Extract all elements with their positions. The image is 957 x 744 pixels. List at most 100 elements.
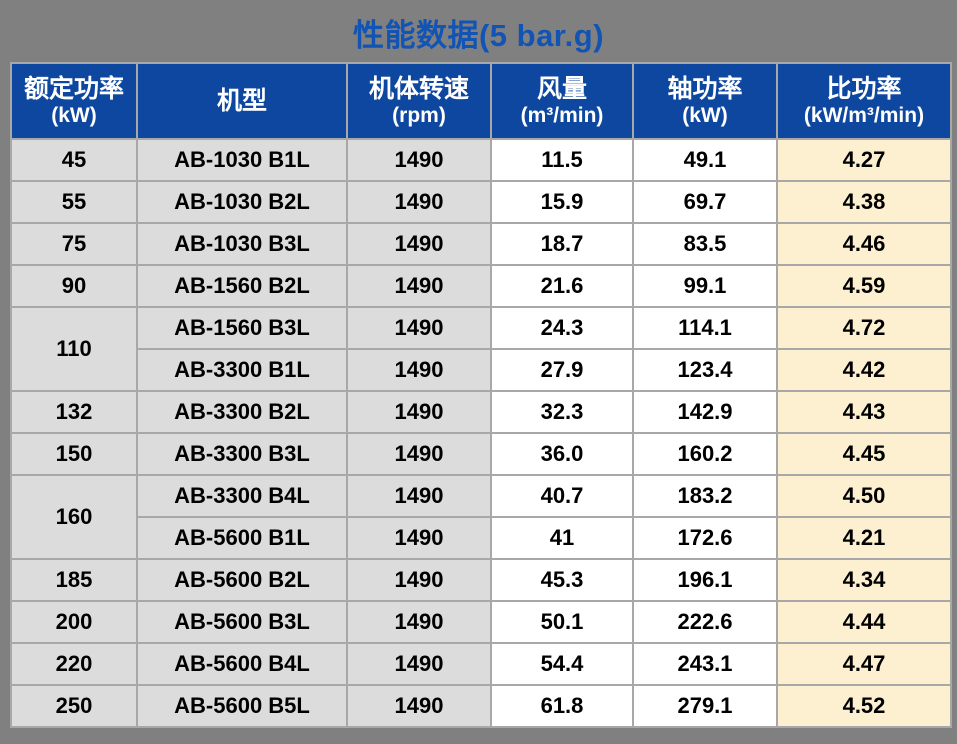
cell-speed: 1490: [346, 390, 492, 434]
cell-flow: 41: [490, 516, 634, 560]
cell-flow: 32.3: [490, 390, 634, 434]
cell-flow: 24.3: [490, 306, 634, 350]
cell-specific-power: 4.44: [776, 600, 952, 644]
table-row: 185 AB-5600 B2L 1490 45.3 196.1 4.34: [10, 558, 952, 602]
table-header: 额定功率 (kW) 机型 机体转速 (rpm) 风量 (m³/min) 轴功率 (kW) 比功率(…: [10, 62, 952, 140]
cell-shaft-power: 222.6: [632, 600, 778, 644]
column-label: 比功率: [826, 75, 902, 104]
cell-flow: 18.7: [490, 222, 634, 266]
cell-model: AB-1030 B3L: [136, 222, 348, 266]
cell-specific-power: 4.42: [776, 348, 952, 392]
cell-model: AB-3300 B4L: [136, 474, 348, 518]
cell-specific-power: 4.47: [776, 642, 952, 686]
cell-flow: 21.6: [490, 264, 634, 308]
table-row: 160 AB-3300 B4L 1490 40.7 183.2 4.50: [10, 474, 952, 560]
cell-flow: 15.9: [490, 180, 634, 224]
cell-shaft-power: 69.7: [632, 180, 778, 224]
table-row: 90 AB-1560 B2L 1490 21.6 99.1 4.59: [10, 264, 952, 308]
cell-speed: 1490: [346, 684, 492, 728]
table-body: 45 AB-1030 B1L 1490 11.5 49.1 4.27 55 AB-1030 B…: [10, 138, 952, 728]
cell-model: AB-5600 B1L: [136, 516, 348, 560]
column-unit: (kW/m³/min): [803, 103, 925, 127]
cell-rated-power: 75: [10, 222, 138, 266]
cell-model: AB-1560 B2L: [136, 264, 348, 308]
column-unit: (kW): [682, 103, 728, 127]
cell-specific-power: 4.50: [776, 474, 952, 518]
cell-rated-power: 185: [10, 558, 138, 602]
column-label: 机体转速: [368, 75, 469, 104]
cell-shaft-power: 142.9: [632, 390, 778, 434]
table-row: 220 AB-5600 B4L 1490 54.4 243.1 4.47: [10, 642, 952, 686]
cell-specific-power: 4.52: [776, 684, 952, 728]
cell-flow: 50.1: [490, 600, 634, 644]
cell-model: AB-1030 B1L: [136, 138, 348, 182]
cell-rated-power: 90: [10, 264, 138, 308]
column-label: 机型: [216, 86, 267, 115]
cell-speed: 1490: [346, 516, 492, 560]
cell-rated-power: 200: [10, 600, 138, 644]
cell-model: AB-3300 B2L: [136, 390, 348, 434]
table-row: 200 AB-5600 B3L 1490 50.1 222.6 4.44: [10, 600, 952, 644]
cell-model: AB-1030 B2L: [136, 180, 348, 224]
table-row: 132 AB-3300 B2L 1490 32.3 142.9 4.43: [10, 390, 952, 434]
cell-speed: 1490: [346, 558, 492, 602]
cell-speed: 1490: [346, 432, 492, 476]
cell-flow: 27.9: [490, 348, 634, 392]
column-header-flow: 风量 (m³/min): [490, 62, 634, 140]
column-unit: (rpm): [392, 103, 446, 127]
column-header-shaft-power: 轴功率 (kW): [632, 62, 778, 140]
column-header-specific-power: 比功率 (kW/m³/min): [776, 62, 952, 140]
cell-rated-power: 132: [10, 390, 138, 434]
cell-shaft-power: 83.5: [632, 222, 778, 266]
cell-flow: 40.7: [490, 474, 634, 518]
column-header-speed: 机体转速 (rpm): [346, 62, 492, 140]
cell-shaft-power: 243.1: [632, 642, 778, 686]
cell-speed: 1490: [346, 474, 492, 518]
column-label: 风量: [536, 75, 587, 104]
cell-specific-power: 4.21: [776, 516, 952, 560]
cell-speed: 1490: [346, 642, 492, 686]
cell-speed: 1490: [346, 222, 492, 266]
header-row: 额定功率 (kW) 机型 机体转速 (rpm) 风量 (m³/min) 轴功率 (kW) 比功率(…: [10, 62, 952, 140]
cell-rated-power: 250: [10, 684, 138, 728]
column-unit: (m³/min): [520, 103, 604, 127]
page-title: 性能数据(5 bar.g): [352, 18, 605, 53]
cell-rated-power: 220: [10, 642, 138, 686]
cell-shaft-power: 160.2: [632, 432, 778, 476]
cell-flow: 54.4: [490, 642, 634, 686]
cell-model: AB-3300 B3L: [136, 432, 348, 476]
cell-flow: 45.3: [490, 558, 634, 602]
table-row: AB-3300 B1L 1490 27.9 123.4 4.42: [11, 348, 952, 392]
column-unit: (kW): [51, 103, 97, 127]
cell-shaft-power: 183.2: [632, 474, 778, 518]
cell-specific-power: 4.46: [776, 222, 952, 266]
cell-speed: 1490: [346, 180, 492, 224]
cell-model: AB-1560 B3L: [136, 306, 348, 350]
column-label: 额定功率: [23, 75, 124, 104]
cell-model: AB-3300 B1L: [136, 348, 348, 392]
table-row: AB-5600 B1L 1490 41 172.6 4.21: [11, 516, 952, 560]
cell-shaft-power: 114.1: [632, 306, 778, 350]
table-row: 75 AB-1030 B3L 1490 18.7 83.5 4.46: [10, 222, 952, 266]
cell-specific-power: 4.38: [776, 180, 952, 224]
cell-model: AB-5600 B5L: [136, 684, 348, 728]
table-row: 250 AB-5600 B5L 1490 61.8 279.1 4.52: [10, 684, 952, 728]
cell-model: AB-5600 B4L: [136, 642, 348, 686]
performance-table: 额定功率 (kW) 机型 机体转速 (rpm) 风量 (m³/min) 轴功率 (kW) 比功率(…: [10, 62, 952, 728]
cell-shaft-power: 172.6: [632, 516, 778, 560]
column-label: 轴功率: [667, 75, 743, 104]
cell-specific-power: 4.27: [776, 138, 952, 182]
cell-flow: 36.0: [490, 432, 634, 476]
cell-rated-power: 55: [10, 180, 138, 224]
cell-specific-power: 4.59: [776, 264, 952, 308]
cell-speed: 1490: [346, 138, 492, 182]
cell-model: AB-5600 B2L: [136, 558, 348, 602]
cell-shaft-power: 196.1: [632, 558, 778, 602]
cell-shaft-power: 279.1: [632, 684, 778, 728]
cell-speed: 1490: [346, 600, 492, 644]
cell-shaft-power: 99.1: [632, 264, 778, 308]
cell-shaft-power: 49.1: [632, 138, 778, 182]
cell-flow: 61.8: [490, 684, 634, 728]
column-header-model: 机型: [136, 62, 348, 140]
